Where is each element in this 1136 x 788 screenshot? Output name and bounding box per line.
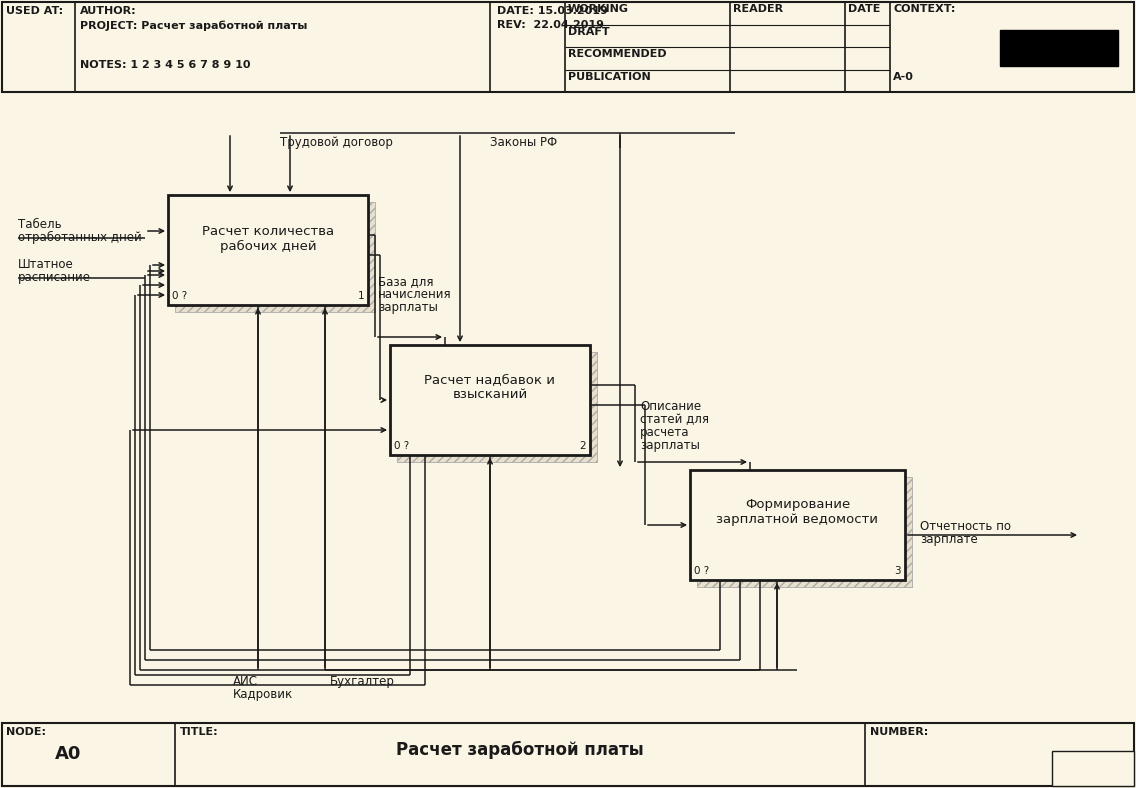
Bar — [2, 2, 1134, 92]
Text: 3: 3 — [894, 566, 901, 576]
Text: A0: A0 — [55, 745, 82, 763]
Bar — [390, 345, 590, 455]
Text: зарплате: зарплате — [920, 533, 978, 546]
Text: зарплаты: зарплаты — [640, 439, 700, 452]
Text: расчета: расчета — [640, 426, 690, 439]
Text: зарплаты: зарплаты — [378, 301, 437, 314]
Text: 0 ?: 0 ? — [172, 291, 187, 301]
Bar — [168, 195, 368, 305]
Text: AUTHOR:: AUTHOR: — [80, 6, 136, 16]
Text: RECOMMENDED: RECOMMENDED — [568, 49, 667, 59]
Bar — [698, 477, 912, 587]
Text: Штатное: Штатное — [18, 258, 74, 271]
Text: 0 ?: 0 ? — [694, 566, 709, 576]
Text: DATE: DATE — [847, 4, 880, 14]
Text: База для: База для — [378, 275, 434, 288]
Text: расписание: расписание — [18, 271, 91, 284]
Text: Табель: Табель — [18, 218, 61, 231]
Text: USED AT:: USED AT: — [6, 6, 64, 16]
Text: Законы РФ: Законы РФ — [490, 136, 558, 149]
Text: CONTEXT:: CONTEXT: — [893, 4, 955, 14]
Text: Трудовой договор: Трудовой договор — [279, 136, 393, 149]
Text: REV:  22.04.2019: REV: 22.04.2019 — [498, 20, 604, 30]
Bar — [1052, 751, 1134, 786]
Text: Отчетность по: Отчетность по — [920, 520, 1011, 533]
Text: WORKING: WORKING — [568, 4, 629, 14]
Text: Кадровик: Кадровик — [233, 688, 293, 701]
Text: 2: 2 — [579, 441, 586, 451]
Text: Описание: Описание — [640, 400, 701, 413]
Text: АИС: АИС — [233, 675, 258, 688]
Bar — [2, 723, 1134, 786]
Bar — [690, 470, 905, 580]
Text: Расчет заработной платы: Расчет заработной платы — [396, 741, 644, 759]
Text: 1: 1 — [358, 291, 364, 301]
Text: READER: READER — [733, 4, 783, 14]
Text: TITLE:: TITLE: — [179, 727, 218, 737]
Text: статей для: статей для — [640, 413, 709, 426]
Text: NUMBER:: NUMBER: — [870, 727, 928, 737]
Bar — [175, 202, 375, 312]
Text: PUBLICATION: PUBLICATION — [568, 72, 651, 81]
Text: начисления: начисления — [378, 288, 452, 301]
Text: DATE: 15.03.2019: DATE: 15.03.2019 — [498, 6, 608, 16]
Text: PROJECT: Расчет заработной платы: PROJECT: Расчет заработной платы — [80, 20, 308, 31]
Text: Формирование
зарплатной ведомости: Формирование зарплатной ведомости — [717, 498, 878, 526]
Text: отработанных дней: отработанных дней — [18, 231, 142, 244]
Bar — [1000, 30, 1118, 66]
Text: NOTES: 1 2 3 4 5 6 7 8 9 10: NOTES: 1 2 3 4 5 6 7 8 9 10 — [80, 60, 251, 70]
Text: NODE:: NODE: — [6, 727, 45, 737]
Bar — [396, 352, 598, 462]
Text: Расчет надбавок и
взысканий: Расчет надбавок и взысканий — [425, 373, 556, 401]
Text: A-0: A-0 — [893, 72, 913, 81]
Text: 0 ?: 0 ? — [394, 441, 409, 451]
Text: Бухгалтер: Бухгалтер — [329, 675, 395, 688]
Text: DRAFT: DRAFT — [568, 27, 610, 36]
Text: Расчет количества
рабочих дней: Расчет количества рабочих дней — [202, 225, 334, 253]
